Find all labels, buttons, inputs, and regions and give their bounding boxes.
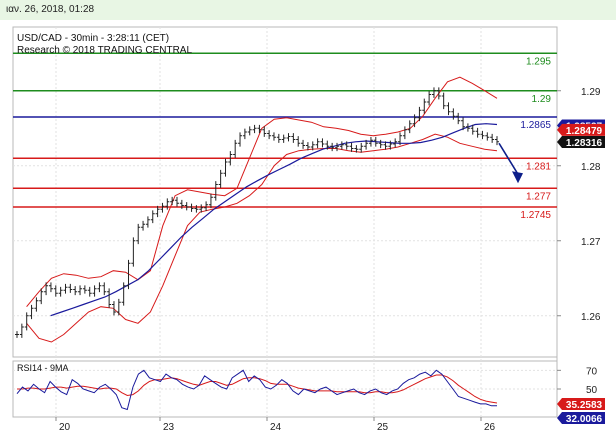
- ma-line: [50, 123, 498, 317]
- x-tick-label: 26: [484, 422, 496, 433]
- level-label: 1.29: [532, 94, 552, 105]
- y-axis: 1.29 1.28 1.27 1.26: [557, 87, 601, 323]
- bollinger-bands: [26, 76, 498, 343]
- instrument-title: USD/CAD - 30min - 3:28:11 (CET): [17, 33, 169, 44]
- timestamp: ιαν. 26, 2018, 01:28: [6, 4, 95, 15]
- x-tick-label: 25: [377, 422, 389, 433]
- research-credit: Research © 2018 TRADING CENTRAL: [17, 45, 192, 56]
- rsi-y-tick-label: 50: [586, 385, 598, 396]
- rsi-title: RSI14 - 9MA: [17, 363, 69, 373]
- top-bar: ιαν. 26, 2018, 01:28: [0, 0, 616, 20]
- x-axis: 20 23 24 25 26: [55, 417, 496, 433]
- level-label: 1.295: [526, 56, 551, 67]
- level-label: 1.281: [526, 161, 551, 172]
- moving-average: [50, 123, 498, 317]
- price-tag: [557, 123, 605, 136]
- forecast-arrow-shaft: [498, 142, 519, 175]
- main-panel-frame: [12, 26, 558, 358]
- upper-band-line: [26, 76, 498, 308]
- level-label: 1.2865: [520, 120, 551, 131]
- rsi-tag-label: 32.0066: [566, 414, 603, 425]
- x-tick-label: 20: [59, 422, 71, 433]
- level-label: 1.277: [526, 191, 551, 202]
- y-tick-label: 1.28: [581, 162, 601, 173]
- grid: [13, 27, 557, 417]
- price-bars: [15, 87, 499, 338]
- rsi-tag: [557, 412, 605, 424]
- rsi-ma-tag-label: 35.2583: [566, 400, 603, 411]
- y-tick-label: 1.29: [581, 87, 601, 98]
- price-tag-label: 1.28479: [566, 126, 603, 137]
- y-tick-label: 1.27: [581, 237, 601, 248]
- forecast-arrow: [498, 142, 523, 184]
- price-tag-label: 1.28316: [566, 138, 603, 149]
- rsi-panel: 70 50 35.2583 32.0066: [13, 366, 605, 425]
- x-tick-label: 23: [163, 422, 175, 433]
- rsi-y-tick-label: 70: [586, 366, 598, 377]
- rsi-ma-tag: [557, 398, 605, 410]
- y-tick-label: 1.26: [581, 312, 601, 323]
- level-label: 1.2745: [520, 210, 551, 221]
- forecast-arrow-head: [512, 171, 523, 184]
- rsi-line: [16, 369, 497, 411]
- level-lines: 1.295 1.29 1.2865 1.281 1.277 1.2745: [13, 52, 557, 221]
- lower-band-line: [26, 133, 498, 343]
- price-tag: [557, 136, 605, 149]
- x-tick-label: 24: [270, 422, 282, 433]
